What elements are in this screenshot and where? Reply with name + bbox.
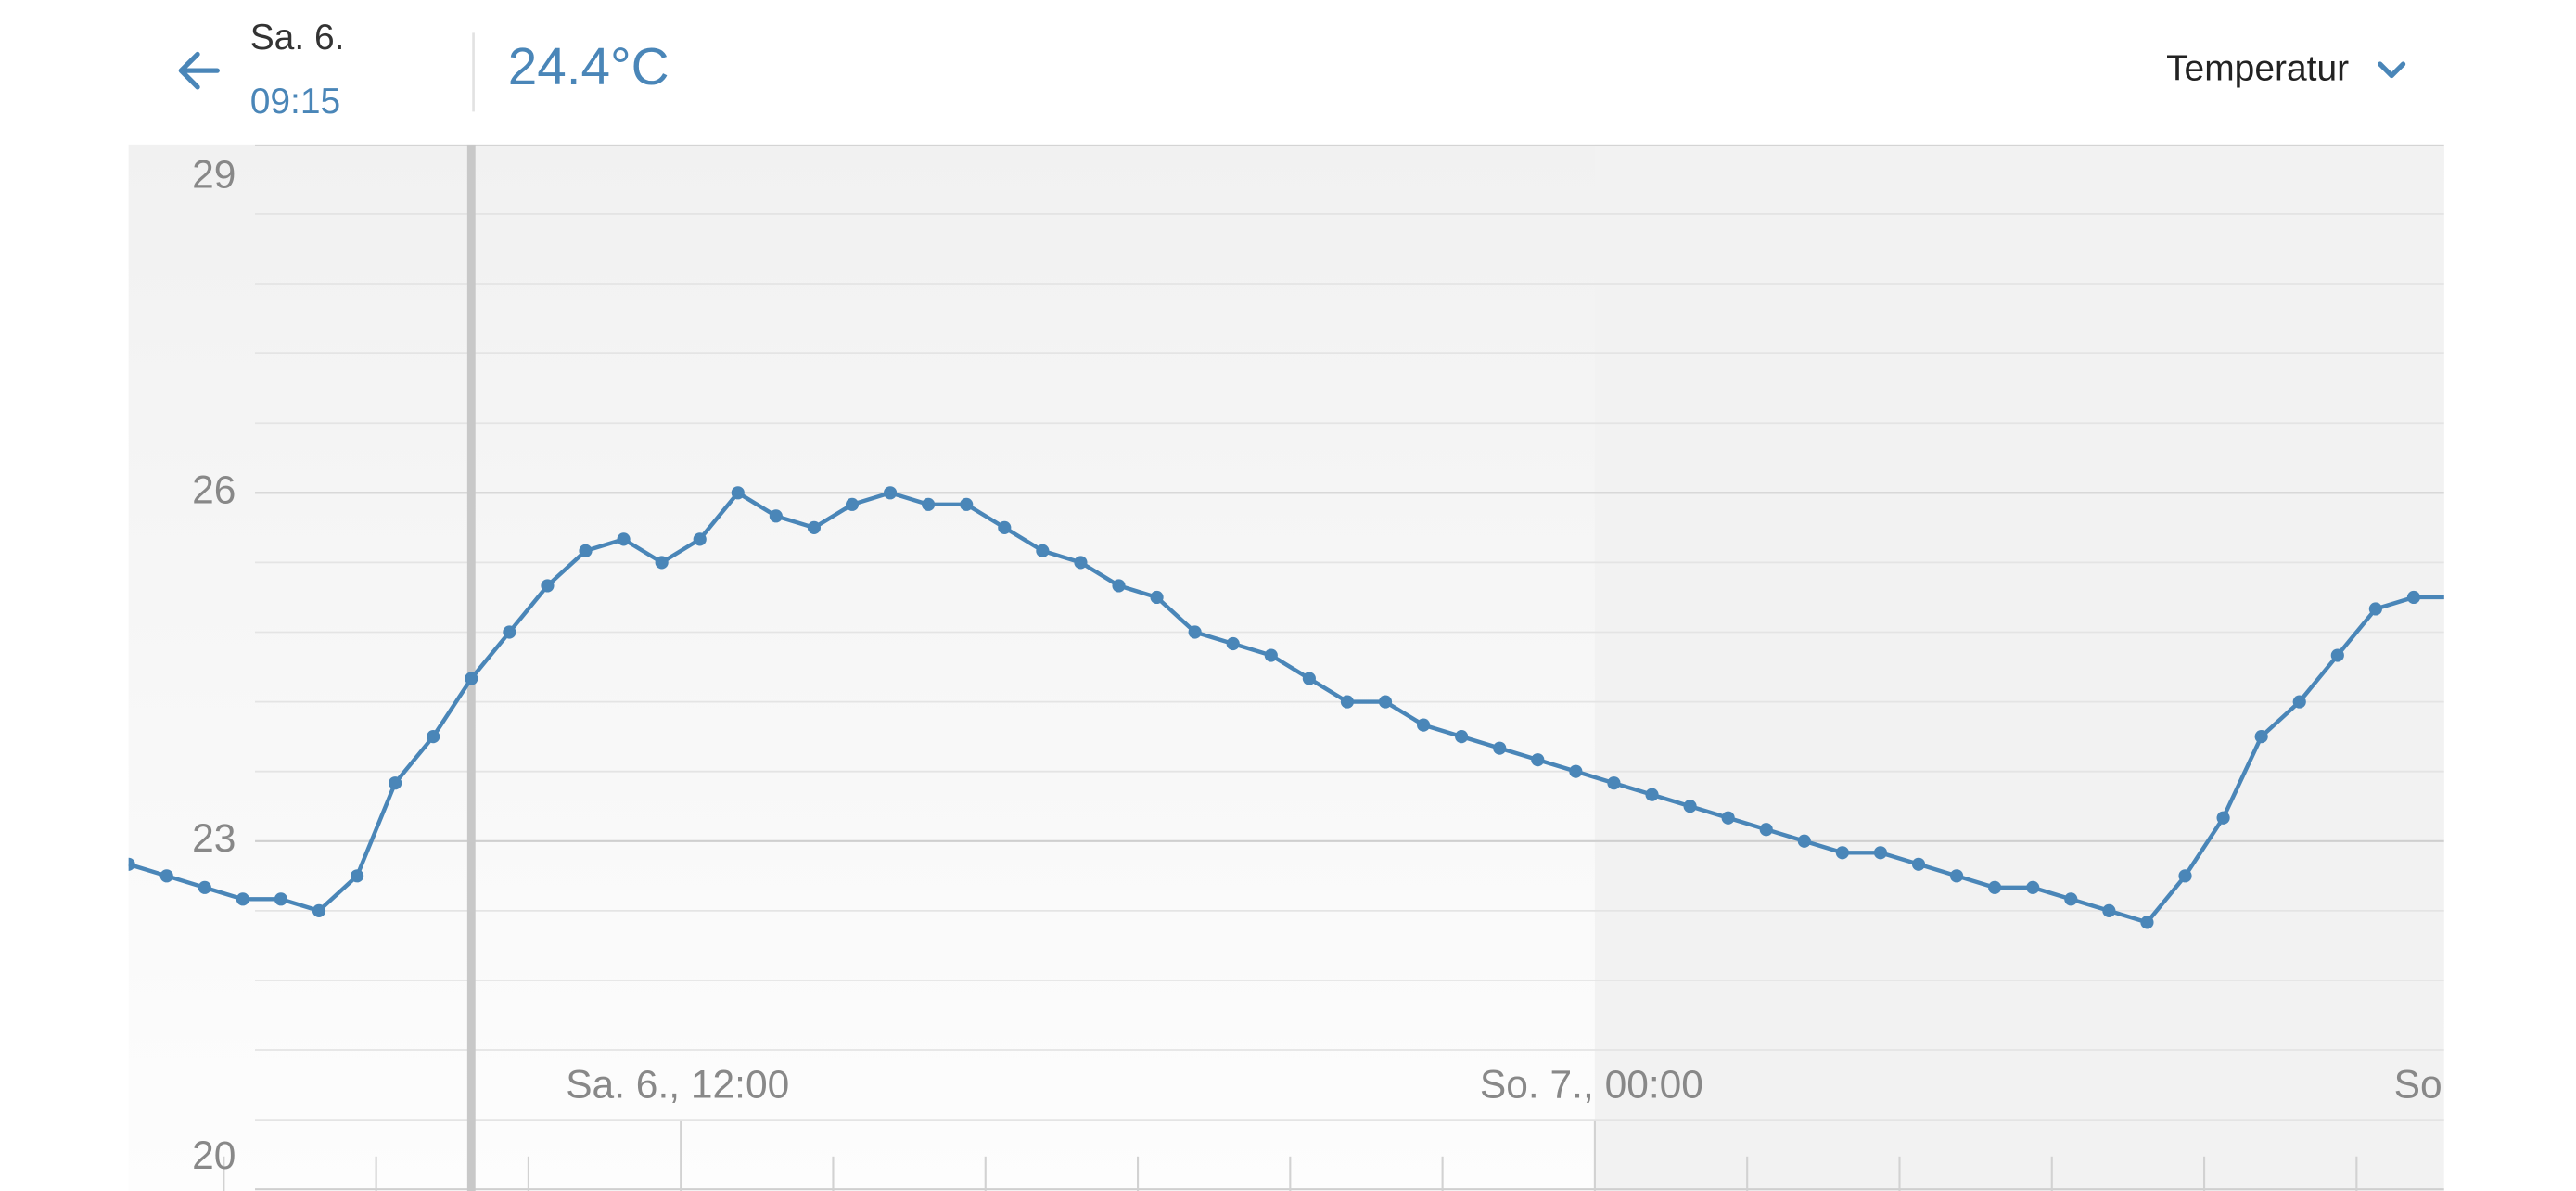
data-point xyxy=(389,776,402,790)
data-point xyxy=(1036,544,1050,557)
data-point xyxy=(2445,591,2458,604)
data-point xyxy=(1988,880,2002,894)
data-point xyxy=(998,520,1012,534)
data-point xyxy=(1569,764,1583,778)
data-point xyxy=(198,880,211,894)
data-point xyxy=(427,730,440,744)
data-point xyxy=(1683,800,1697,813)
data-point xyxy=(655,556,669,570)
data-point xyxy=(159,869,173,883)
metric-label: Temperatur xyxy=(2166,48,2349,88)
y-tick-label: 23 xyxy=(192,817,236,861)
data-point xyxy=(1417,718,1431,732)
data-point xyxy=(274,892,288,906)
current-value: 24.4°C xyxy=(508,38,670,96)
data-point xyxy=(960,497,974,511)
data-point xyxy=(693,532,707,546)
data-point xyxy=(2330,648,2344,662)
data-point xyxy=(1835,846,1849,860)
data-point xyxy=(1531,753,1545,767)
data-point xyxy=(845,497,860,511)
back-button[interactable] xyxy=(178,51,220,90)
time: 09:15 xyxy=(250,82,340,122)
temperature-line xyxy=(128,491,2444,925)
data-point xyxy=(579,544,593,557)
back-arrow xyxy=(178,51,220,90)
x-tick-label: So. 7., 00:00 xyxy=(1480,1064,1703,1108)
x-tick-label: So xyxy=(2394,1064,2442,1108)
y-tick-label: 20 xyxy=(192,1134,236,1178)
data-point xyxy=(1112,579,1126,593)
data-point xyxy=(1950,869,1964,883)
data-point xyxy=(807,520,822,534)
data-point xyxy=(503,625,516,639)
data-point xyxy=(2254,730,2268,744)
data-point xyxy=(2026,880,2040,894)
data-point xyxy=(769,509,783,523)
y-tick-label: 29 xyxy=(192,154,236,198)
data-point xyxy=(1873,846,1888,860)
data-point xyxy=(1493,741,1507,755)
data-point xyxy=(1797,834,1811,848)
data-point xyxy=(1074,556,1088,570)
data-point xyxy=(731,486,745,500)
data-point xyxy=(922,497,936,511)
data-point xyxy=(1302,672,1316,685)
data-point xyxy=(1759,823,1773,837)
y-tick-label: 26 xyxy=(192,469,236,513)
data-point xyxy=(1455,730,1469,744)
data-point xyxy=(1150,590,1164,605)
dropdown-chevron xyxy=(2378,61,2406,79)
data-point xyxy=(1645,788,1659,801)
data-point xyxy=(128,857,135,871)
data-point xyxy=(1264,648,1278,662)
data-point xyxy=(883,486,898,500)
data-point xyxy=(312,903,326,917)
data-point xyxy=(2406,590,2421,605)
data-point xyxy=(1340,695,1355,709)
data-point xyxy=(1721,811,1735,825)
data-point xyxy=(350,869,364,883)
data-point xyxy=(2064,892,2078,906)
data-point xyxy=(1226,636,1240,651)
x-tick-label: Sa. 6., 12:00 xyxy=(566,1064,789,1108)
data-point xyxy=(1911,857,1926,871)
plot: Sa. 6., 12:00 So. 7., 00:00 So xyxy=(128,144,2458,1191)
data-point xyxy=(541,579,555,593)
data-point xyxy=(1188,625,1202,639)
metric-dropdown[interactable]: Temperatur xyxy=(2166,48,2406,88)
data-point xyxy=(2178,869,2192,883)
data-point xyxy=(236,892,249,906)
data-point xyxy=(2140,916,2154,929)
data-point xyxy=(1378,695,1393,709)
data-point xyxy=(2102,903,2116,917)
date: Sa. 6. xyxy=(250,18,345,58)
data-point xyxy=(465,672,478,685)
data-point xyxy=(2292,695,2306,709)
data-point xyxy=(617,532,631,546)
data-point xyxy=(1607,776,1621,790)
night-shading xyxy=(1594,144,2444,1191)
data-point xyxy=(2368,602,2382,616)
data-point xyxy=(2216,811,2230,825)
